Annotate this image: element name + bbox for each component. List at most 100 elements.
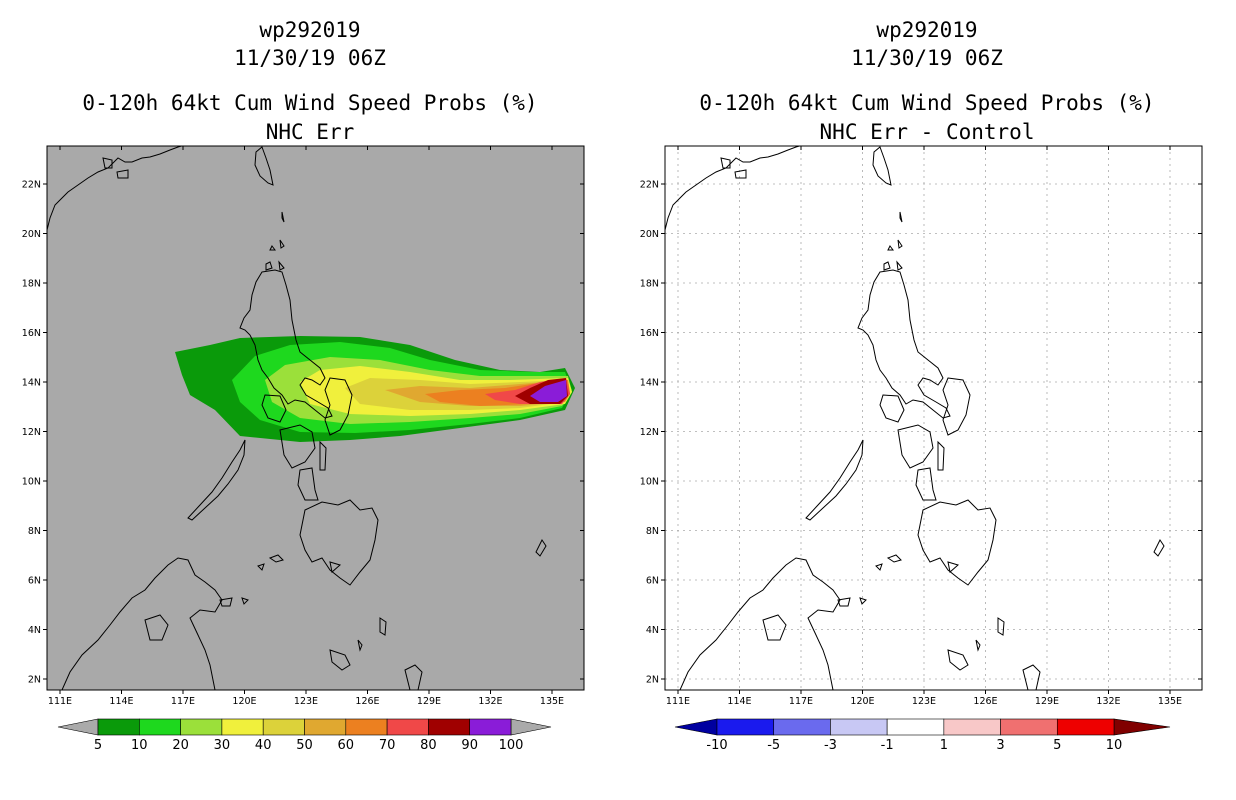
right-map-background bbox=[665, 146, 1202, 690]
lat-tick-label: 20N bbox=[640, 229, 659, 240]
lat-tick-label: 10N bbox=[22, 477, 41, 488]
colorbar-label: 3 bbox=[996, 738, 1004, 753]
right-storm-id: wp292019 bbox=[876, 18, 978, 42]
colorbar-swatch bbox=[886, 718, 945, 736]
lon-tick-label: 126E bbox=[973, 696, 997, 707]
lat-tick-label: 8N bbox=[646, 526, 659, 537]
lat-tick-label: 12N bbox=[22, 427, 41, 438]
lat-tick-label: 8N bbox=[28, 526, 41, 537]
lon-tick-label: 129E bbox=[417, 696, 441, 707]
colorbar-label: 10 bbox=[1106, 738, 1123, 753]
left-product-title: 0-120h 64kt Cum Wind Speed Probs (%) bbox=[82, 91, 538, 115]
colorbar-swatch bbox=[180, 718, 223, 736]
right-map-frame bbox=[664, 145, 1203, 691]
right-subtitle: NHC Err - Control bbox=[819, 120, 1035, 144]
colorbar-over-arrow bbox=[1113, 718, 1171, 736]
colorbar-swatch bbox=[345, 718, 388, 736]
colorbar-over-arrow bbox=[510, 718, 552, 736]
colorbar-label: 10 bbox=[131, 738, 148, 753]
colorbar-label: -10 bbox=[706, 738, 727, 753]
colorbar-swatch bbox=[97, 718, 140, 736]
left-subtitle: NHC Err bbox=[265, 120, 355, 144]
lat-tick-label: 6N bbox=[28, 576, 41, 587]
colorbar-label: 5 bbox=[1053, 738, 1061, 753]
left-colorbar: 5 10 20 30 40 50 60 70 80 90 100 bbox=[57, 718, 552, 753]
lat-tick-label: 2N bbox=[646, 675, 659, 686]
lat-tick-label: 22N bbox=[22, 180, 41, 191]
lon-tick-label: 123E bbox=[912, 696, 936, 707]
lat-tick-label: 2N bbox=[28, 675, 41, 686]
right-colorbar: -10 -5 -3 -1 1 3 5 10 bbox=[674, 718, 1171, 753]
lon-tick-label: 120E bbox=[232, 696, 256, 707]
lat-tick-label: 20N bbox=[22, 229, 41, 240]
colorbar-label: 1 bbox=[940, 738, 948, 753]
lon-tick-label: 114E bbox=[727, 696, 751, 707]
colorbar-label: 70 bbox=[379, 738, 396, 753]
colorbar-swatch bbox=[221, 718, 264, 736]
right-gridlines bbox=[665, 146, 1202, 690]
colorbar-label: 100 bbox=[499, 738, 524, 753]
colorbar-under-arrow bbox=[674, 718, 718, 736]
colorbar-label: 40 bbox=[255, 738, 272, 753]
lon-tick-label: 135E bbox=[540, 696, 564, 707]
colorbar-label: 20 bbox=[172, 738, 189, 753]
colorbar-swatch bbox=[830, 718, 888, 736]
lon-tick-label: 132E bbox=[1096, 696, 1120, 707]
colorbar-label: 50 bbox=[296, 738, 313, 753]
lat-tick-label: 10N bbox=[640, 477, 659, 488]
lat-tick-label: 14N bbox=[640, 378, 659, 389]
right-datetime: 11/30/19 06Z bbox=[851, 46, 1003, 70]
colorbar-swatch bbox=[304, 718, 347, 736]
colorbar-label: -1 bbox=[881, 738, 894, 753]
colorbar-swatch bbox=[386, 718, 429, 736]
colorbar-label: 30 bbox=[214, 738, 231, 753]
colorbar-swatch bbox=[139, 718, 181, 736]
left-map-frame bbox=[46, 145, 585, 691]
lon-tick-label: 126E bbox=[355, 696, 379, 707]
lat-tick-label: 6N bbox=[646, 576, 659, 587]
lat-tick-label: 16N bbox=[640, 328, 659, 339]
lon-tick-label: 117E bbox=[789, 696, 813, 707]
colorbar-swatch bbox=[262, 718, 305, 736]
colorbar-label: 90 bbox=[461, 738, 478, 753]
colorbar-label: 60 bbox=[338, 738, 355, 753]
colorbar-swatch bbox=[469, 718, 512, 736]
lat-tick-label: 22N bbox=[640, 180, 659, 191]
colorbar-label: -3 bbox=[824, 738, 837, 753]
lon-tick-label: 135E bbox=[1158, 696, 1182, 707]
colorbar-label: 80 bbox=[420, 738, 437, 753]
lat-tick-label: 4N bbox=[28, 625, 41, 636]
colorbar-swatch bbox=[716, 718, 775, 736]
left-probability-field bbox=[47, 146, 575, 690]
lon-tick-label: 111E bbox=[48, 696, 72, 707]
left-map-panel: 22N 20N 18N 16N 14N 12N 10N 8N 6N 4N 2N 111E 114E 117… bbox=[22, 145, 585, 707]
right-map-panel: 22N 20N 18N 16N 14N 12N 10N 8N 6N 4N 2N 111E 114E 117… bbox=[640, 145, 1203, 707]
colorbar-swatch bbox=[428, 718, 470, 736]
left-axis-ticks: 22N 20N 18N 16N 14N 12N 10N 8N 6N 4N 2N 111E 114E 117… bbox=[22, 146, 584, 707]
lon-tick-label: 120E bbox=[850, 696, 874, 707]
colorbar-swatch bbox=[1056, 718, 1115, 736]
lon-tick-label: 123E bbox=[294, 696, 318, 707]
lat-tick-label: 18N bbox=[640, 279, 659, 290]
lon-tick-label: 117E bbox=[171, 696, 195, 707]
lon-tick-label: 129E bbox=[1035, 696, 1059, 707]
lon-tick-label: 111E bbox=[666, 696, 690, 707]
right-axis-ticks: 22N 20N 18N 16N 14N 12N 10N 8N 6N 4N 2N 111E 114E 117… bbox=[640, 146, 1202, 707]
colorbar-label: 5 bbox=[94, 738, 102, 753]
colorbar-label: -5 bbox=[767, 738, 780, 753]
lat-tick-label: 12N bbox=[640, 427, 659, 438]
colorbar-swatch bbox=[773, 718, 831, 736]
lon-tick-label: 132E bbox=[478, 696, 502, 707]
lat-tick-label: 16N bbox=[22, 328, 41, 339]
lat-tick-label: 14N bbox=[22, 378, 41, 389]
lat-tick-label: 18N bbox=[22, 279, 41, 290]
right-product-title: 0-120h 64kt Cum Wind Speed Probs (%) bbox=[699, 91, 1155, 115]
prob-contour-90 bbox=[530, 380, 567, 402]
colorbar-under-arrow bbox=[57, 718, 99, 736]
left-datetime: 11/30/19 06Z bbox=[234, 46, 386, 70]
lon-tick-label: 114E bbox=[109, 696, 133, 707]
colorbar-swatch bbox=[943, 718, 1001, 736]
colorbar-swatch bbox=[1000, 718, 1058, 736]
lat-tick-label: 4N bbox=[646, 625, 659, 636]
